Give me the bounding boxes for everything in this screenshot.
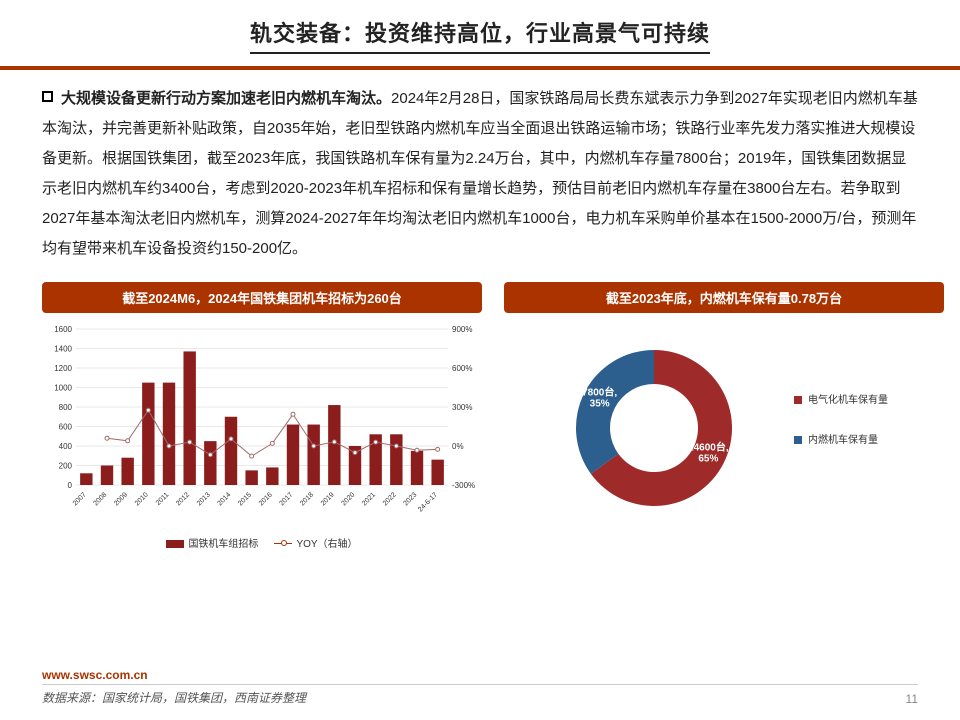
body-paragraph: 大规模设备更新行动方案加速老旧内燃机车淘汰。2024年2月28日，国家铁路局局长… (0, 84, 960, 264)
svg-text:2014: 2014 (216, 491, 232, 507)
bar-chart-legend: 国铁机车组招标 YOY（右轴） (42, 535, 482, 550)
para-lead: 大规模设备更新行动方案加速老旧内燃机车淘汰。 (61, 90, 391, 107)
svg-text:2021: 2021 (361, 491, 377, 507)
svg-text:2010: 2010 (134, 491, 150, 507)
pie-chart-svg: 14600台,65% 7800台,35% 电气化机车保有量内燃机车保有量 (504, 323, 944, 533)
bar-chart-caption: 截至2024M6，2024年国铁集团机车招标为260台 (42, 282, 482, 313)
footer: www.swsc.com.cn 数据来源：国家统计局，国铁集团，西南证券整理 (42, 668, 918, 706)
svg-text:2020: 2020 (340, 491, 356, 507)
svg-text:2008: 2008 (92, 491, 108, 507)
svg-text:1200: 1200 (54, 364, 72, 373)
svg-text:2022: 2022 (382, 491, 398, 507)
svg-text:400: 400 (59, 442, 73, 451)
footer-source: 数据来源：国家统计局，国铁集团，西南证券整理 (42, 691, 306, 705)
svg-text:2016: 2016 (258, 491, 274, 507)
divider-red (0, 66, 960, 70)
footer-site: www.swsc.com.cn (42, 668, 918, 685)
bullet-icon (42, 91, 53, 102)
svg-text:800: 800 (59, 403, 73, 412)
svg-text:7800台,: 7800台, (582, 385, 617, 398)
svg-text:2015: 2015 (237, 491, 253, 507)
svg-text:2018: 2018 (299, 491, 315, 507)
svg-text:65%: 65% (698, 454, 718, 465)
svg-text:35%: 35% (590, 398, 610, 409)
page-title: 轨交装备：投资维持高位，行业高景气可持续 (250, 16, 710, 54)
svg-text:1400: 1400 (54, 345, 72, 354)
page-number: 11 (906, 692, 918, 706)
legend-line-label: YOY（右轴） (296, 539, 357, 550)
svg-text:-300%: -300% (452, 481, 475, 490)
svg-text:2017: 2017 (278, 491, 294, 507)
svg-text:2013: 2013 (196, 491, 212, 507)
svg-text:2023: 2023 (402, 491, 418, 507)
legend-bar-label: 国铁机车组招标 (188, 539, 258, 550)
svg-text:0%: 0% (452, 442, 464, 451)
para-rest: 2024年2月28日，国家铁路局局长费东斌表示力争到2027年实现老旧内燃机车基… (42, 90, 918, 257)
pie-chart-caption: 截至2023年底，内燃机车保有量0.78万台 (504, 282, 944, 313)
svg-text:2012: 2012 (175, 491, 191, 507)
svg-text:1600: 1600 (54, 325, 72, 334)
svg-text:900%: 900% (452, 325, 472, 334)
svg-text:1000: 1000 (54, 384, 72, 393)
svg-text:0: 0 (68, 481, 73, 490)
bar-chart-block: 截至2024M6，2024年国铁集团机车招标为260台 0 200 400 600 80… (42, 282, 482, 550)
svg-text:600%: 600% (452, 364, 472, 373)
svg-text:200: 200 (59, 462, 73, 471)
svg-text:24-6-17: 24-6-17 (417, 491, 439, 513)
svg-text:2019: 2019 (320, 491, 336, 507)
svg-text:2011: 2011 (155, 491, 171, 507)
svg-text:内燃机车保有量: 内燃机车保有量 (808, 433, 878, 446)
svg-text:2007: 2007 (72, 491, 88, 507)
svg-text:600: 600 (59, 423, 73, 432)
bar-chart-svg: 0 200 400 600 800 1000 1200 1400 1600 -300% 0% 300%… (42, 323, 482, 523)
svg-text:14600台,: 14600台, (688, 441, 729, 454)
svg-text:电气化机车保有量: 电气化机车保有量 (808, 393, 888, 406)
svg-text:2009: 2009 (113, 491, 129, 507)
pie-chart-block: 截至2023年底，内燃机车保有量0.78万台 14600台,65% 7800台,3… (504, 282, 944, 533)
svg-text:300%: 300% (452, 403, 472, 412)
